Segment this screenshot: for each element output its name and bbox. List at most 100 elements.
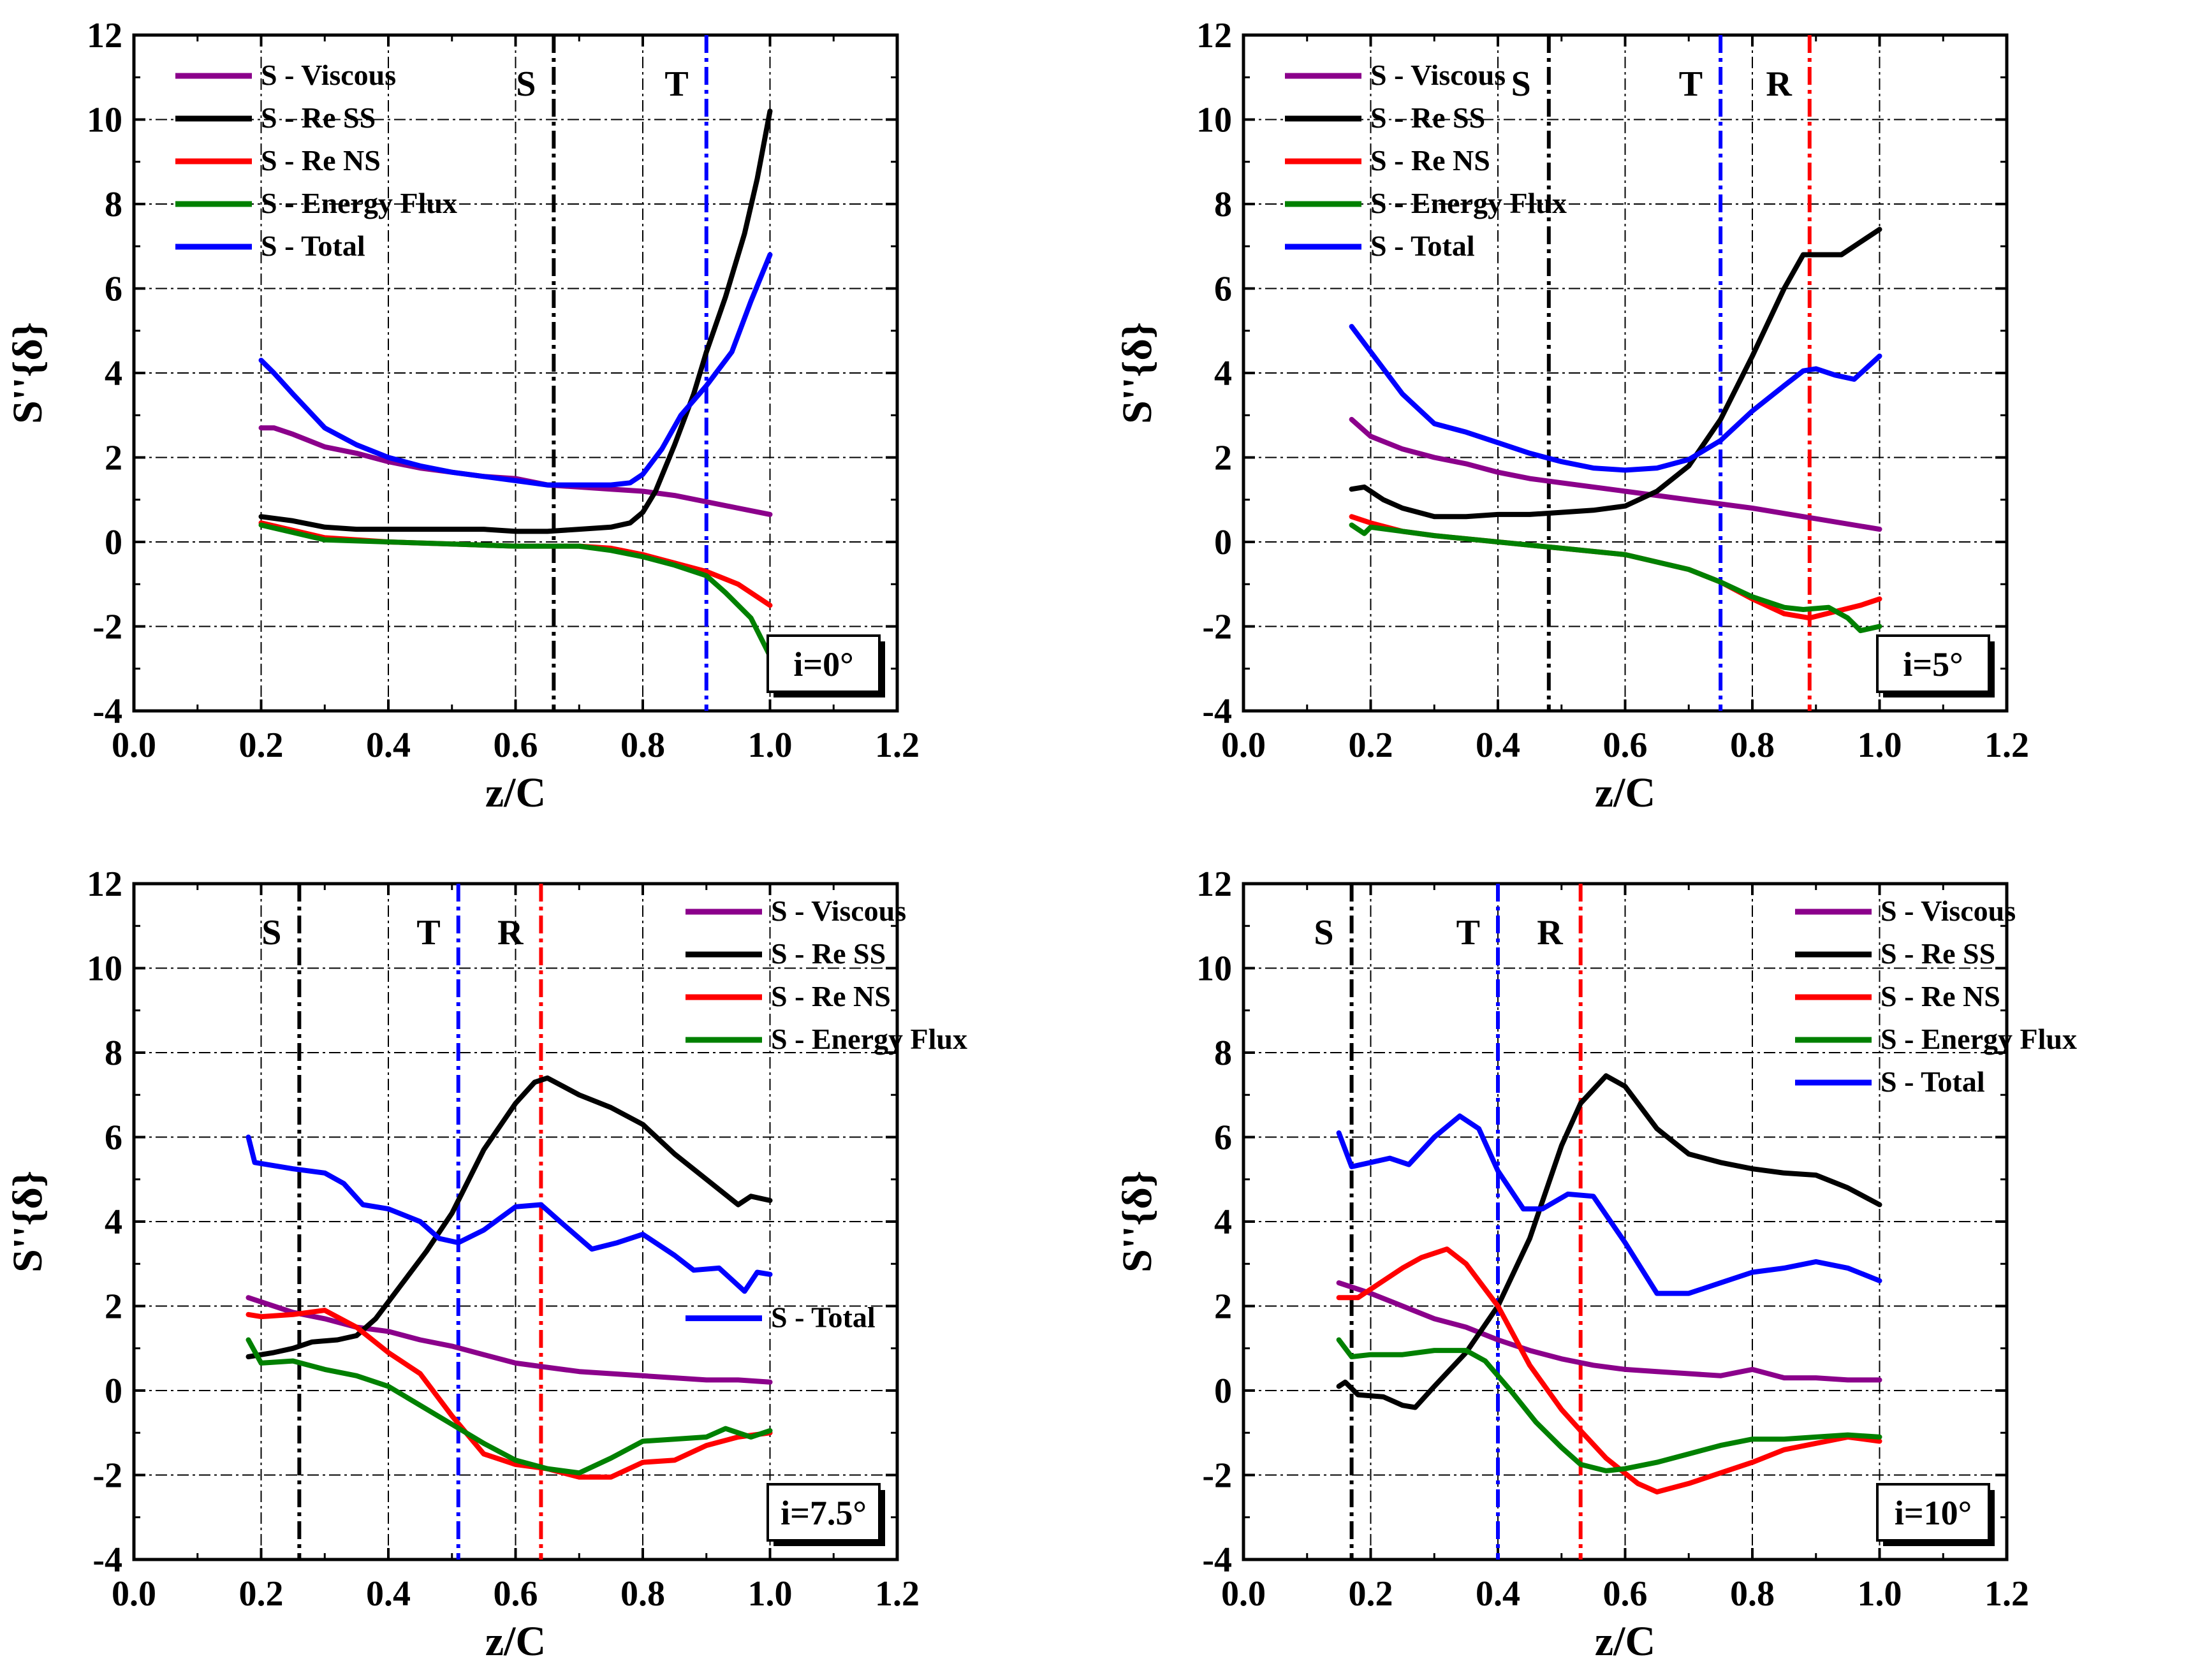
x-tick-label: 0.8 [620, 1574, 665, 1614]
x-tick-label: 0.4 [1476, 726, 1520, 765]
legend-label: S - Viscous [771, 895, 906, 927]
x-tick-label: 0.0 [1221, 726, 1266, 765]
series-line-s-viscous [246, 1295, 773, 1385]
chart-panel-3: 0.0 0.2 0.4 0.6 0.8 1.0 1.2 -4 -2 0 2 4 6 8 10 12 z/C S''… [4, 865, 967, 1665]
y-tick-label: 2 [1214, 1287, 1232, 1327]
event-label-t: T [416, 913, 440, 953]
y-tick-label: 12 [1196, 16, 1232, 55]
event-label-s: S [261, 913, 281, 953]
x-tick-label: 1.0 [1858, 1574, 1902, 1614]
legend-label: S - Re SS [261, 101, 376, 134]
y-axis-title: S''{δ} [1114, 322, 1161, 424]
y-tick-label: 4 [1214, 1202, 1232, 1242]
y-tick-label: 6 [105, 270, 122, 309]
legend: S - Viscous S - Re SS S - Re NS S - Energy … [1285, 59, 1567, 262]
series-line-s-energy-flux [1349, 522, 1882, 634]
event-label-s: S [1511, 64, 1531, 104]
y-tick-label: -4 [92, 1540, 122, 1580]
y-tick-label: 10 [1196, 949, 1232, 989]
legend-label: S - Total [1881, 1065, 1985, 1098]
legend-label: S - Re NS [1881, 980, 2000, 1012]
series-group [1336, 1073, 1882, 1494]
x-tick-label: 1.2 [1984, 1574, 2029, 1614]
y-tick-label: 4 [1214, 354, 1232, 393]
series-line-s-re-ss [258, 108, 773, 534]
y-tick-label: -4 [92, 692, 122, 731]
y-tick-label: 12 [87, 865, 122, 904]
series-line-s-total [258, 252, 773, 488]
series-line-s-re-ns [1349, 514, 1882, 621]
panel-label-box [766, 634, 881, 693]
chart-panel-4: 0.0 0.2 0.4 0.6 0.8 1.0 1.2 -4 -2 0 2 4 6 8 10 12 z/C S''… [1114, 865, 2077, 1665]
y-tick-label: -2 [1202, 1456, 1232, 1496]
y-tick-label: 2 [105, 439, 122, 478]
panel-label-box [766, 1483, 881, 1542]
legend-label: S - Total [261, 230, 365, 262]
legend-label: S - Total [1370, 230, 1475, 262]
series-line-s-re-ns [246, 1308, 773, 1480]
x-tick-label: 1.0 [748, 1574, 793, 1614]
series-line-s-re-ns [1336, 1246, 1882, 1494]
series-group [246, 1075, 773, 1480]
y-tick-label: 8 [1214, 1034, 1232, 1073]
x-axis-title: z/C [1595, 1618, 1655, 1665]
panel-label-box [1876, 634, 1990, 693]
x-tick-label: 0.2 [239, 1574, 284, 1614]
y-tick-label: 2 [105, 1287, 122, 1327]
y-tick-label: 8 [1214, 185, 1232, 224]
legend-label: S - Viscous [1370, 59, 1506, 91]
panel-label: i=10° [1895, 1494, 1972, 1532]
x-axis-title: z/C [1595, 770, 1655, 816]
y-tick-label: 8 [105, 1034, 122, 1073]
series-group [1349, 226, 1882, 634]
event-label-r: R [497, 913, 524, 953]
x-tick-label: 0.6 [494, 726, 538, 765]
x-tick-label: 1.2 [1984, 726, 2029, 765]
x-axis-title: z/C [485, 1618, 546, 1665]
x-tick-label: 0.2 [1349, 1574, 1393, 1614]
y-tick-label: 10 [1196, 101, 1232, 140]
y-axis-title: S''{δ} [1114, 1171, 1161, 1273]
y-tick-label: 6 [105, 1118, 122, 1158]
y-tick-label: 6 [1214, 270, 1232, 309]
series-line-s-total [1336, 1113, 1882, 1296]
x-tick-label: 0.6 [1603, 1574, 1648, 1614]
series-line-s-re-ss [1336, 1073, 1882, 1410]
y-axis-title: S''{δ} [4, 322, 51, 424]
chart-panel-1: 0.0 0.2 0.4 0.6 0.8 1.0 1.2 -4 -2 0 2 4 6 8 10 12 z/C S''… [4, 16, 920, 816]
legend-label: S - Energy Flux [1881, 1023, 2077, 1055]
y-tick-label: 4 [105, 354, 122, 393]
event-label-r: R [1537, 913, 1563, 953]
y-tick-label: 4 [105, 1202, 122, 1242]
legend-label: S - Viscous [261, 59, 396, 91]
event-label-s: S [1314, 913, 1333, 953]
panel-label: i=0° [793, 645, 853, 683]
series-line-s-viscous [1336, 1280, 1882, 1383]
event-label-s: S [516, 64, 536, 104]
panel-label: i=5° [1903, 645, 1963, 683]
event-label-r: R [1766, 64, 1792, 104]
series-line-s-re-ss [1349, 226, 1882, 520]
series-line-s-total [246, 1134, 773, 1294]
legend: S - Viscous S - Re SS S - Re NS S - Energy … [686, 895, 967, 1334]
series-line-s-viscous [1349, 416, 1882, 532]
x-tick-label: 0.6 [494, 1574, 538, 1614]
y-tick-label: 10 [87, 101, 122, 140]
y-tick-label: 2 [1214, 439, 1232, 478]
series-line-s-re-ss [246, 1075, 773, 1359]
y-tick-label: -4 [1202, 692, 1232, 731]
legend-label: S - Re SS [1881, 937, 1995, 970]
y-tick-label: -2 [92, 1456, 122, 1496]
legend-label: S - Re SS [771, 937, 886, 970]
x-tick-label: 0.2 [239, 726, 284, 765]
x-tick-label: 1.0 [748, 726, 793, 765]
event-label-t: T [664, 64, 688, 104]
x-tick-label: 0.0 [1221, 1574, 1266, 1614]
event-label-t: T [1679, 64, 1703, 104]
legend-label: S - Energy Flux [1370, 187, 1567, 219]
x-axis-title: z/C [485, 770, 546, 816]
series-line-s-energy-flux [246, 1337, 773, 1476]
x-tick-label: 1.2 [875, 1574, 920, 1614]
x-tick-label: 1.0 [1858, 726, 1902, 765]
